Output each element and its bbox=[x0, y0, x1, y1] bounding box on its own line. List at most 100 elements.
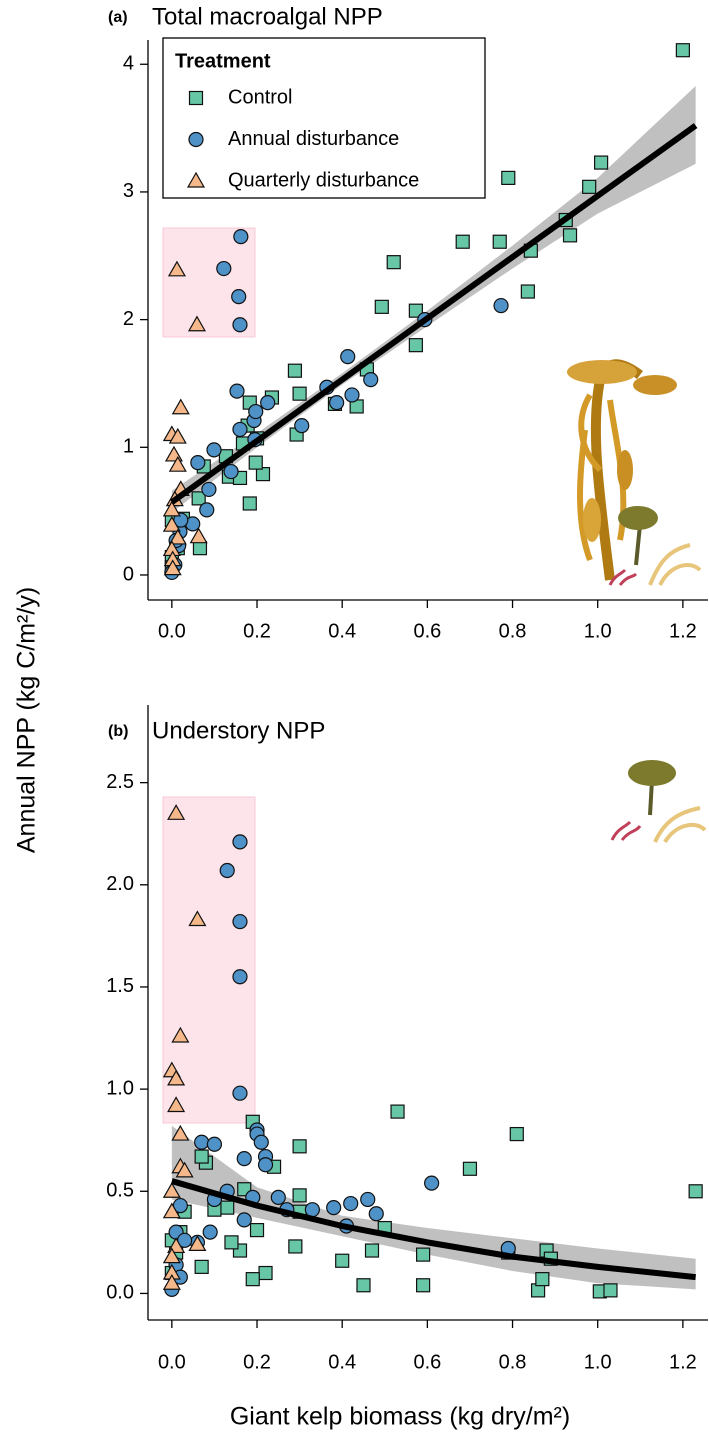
y-tick-label: 1.5 bbox=[106, 975, 134, 997]
point bbox=[493, 297, 509, 314]
point bbox=[190, 455, 206, 471]
point bbox=[201, 481, 217, 498]
legend-marker bbox=[188, 90, 204, 106]
point bbox=[304, 1202, 320, 1218]
point bbox=[416, 1278, 431, 1293]
point bbox=[343, 1195, 359, 1212]
point bbox=[162, 515, 181, 532]
point bbox=[329, 395, 345, 411]
point bbox=[424, 1175, 440, 1191]
point bbox=[164, 445, 184, 462]
point bbox=[520, 284, 535, 299]
legend-marker bbox=[188, 131, 204, 148]
point bbox=[188, 1235, 207, 1252]
fit-line bbox=[171, 1178, 696, 1281]
chart-title: Total macroalgal NPP bbox=[152, 3, 383, 30]
point bbox=[236, 1150, 252, 1167]
point bbox=[223, 463, 239, 480]
point bbox=[535, 1272, 550, 1287]
point bbox=[191, 491, 206, 506]
point bbox=[594, 155, 609, 170]
point bbox=[675, 43, 690, 58]
point bbox=[360, 1191, 376, 1208]
legend-marker bbox=[186, 171, 206, 188]
y-axis-title: Annual NPP (kg C/m²/y) bbox=[13, 587, 41, 853]
point bbox=[168, 427, 187, 444]
point bbox=[220, 1200, 235, 1215]
point bbox=[189, 527, 208, 544]
legend-label: Annual disturbance bbox=[228, 128, 399, 150]
point bbox=[232, 421, 248, 438]
point bbox=[509, 1126, 524, 1142]
point bbox=[162, 1274, 181, 1290]
point bbox=[292, 386, 307, 401]
y-tick-label: 4 bbox=[123, 53, 134, 75]
point bbox=[287, 363, 303, 378]
point bbox=[390, 1104, 405, 1119]
y-tick-label: 0.5 bbox=[106, 1180, 134, 1202]
point bbox=[194, 1259, 209, 1274]
point bbox=[492, 234, 507, 249]
point bbox=[292, 1188, 307, 1203]
point bbox=[603, 1283, 618, 1298]
point bbox=[233, 229, 249, 245]
point bbox=[363, 372, 379, 388]
y-tick-label: 2.5 bbox=[106, 771, 134, 793]
point bbox=[187, 315, 207, 332]
point bbox=[171, 1124, 190, 1141]
point bbox=[232, 1085, 248, 1101]
point bbox=[258, 1265, 273, 1281]
point bbox=[206, 1136, 223, 1152]
point bbox=[462, 1161, 478, 1176]
highlight-box bbox=[162, 796, 256, 1124]
panel-label: (a) bbox=[108, 9, 128, 26]
point bbox=[202, 1224, 218, 1240]
point bbox=[167, 804, 186, 820]
fit-line bbox=[170, 123, 698, 505]
point bbox=[194, 1149, 209, 1164]
point bbox=[248, 455, 263, 470]
point bbox=[344, 387, 360, 403]
point bbox=[356, 1278, 371, 1293]
point bbox=[292, 1139, 307, 1154]
point bbox=[192, 541, 208, 556]
x-tick-label: 0.6 bbox=[413, 620, 441, 642]
point bbox=[294, 417, 310, 434]
point bbox=[224, 1235, 239, 1250]
series bbox=[162, 804, 207, 1290]
point bbox=[231, 289, 247, 305]
chart-title: Understory NPP bbox=[152, 717, 325, 744]
point bbox=[168, 455, 187, 472]
point bbox=[162, 500, 181, 517]
point bbox=[194, 1134, 210, 1150]
y-tick-label: 1 bbox=[123, 436, 134, 458]
point bbox=[374, 299, 389, 314]
x-tick-label: 1.0 bbox=[584, 1351, 612, 1373]
point bbox=[162, 1202, 181, 1219]
point bbox=[408, 338, 423, 353]
point bbox=[232, 969, 248, 985]
point bbox=[167, 1096, 186, 1113]
point bbox=[582, 179, 597, 194]
x-axis-title: Giant kelp biomass (kg dry/m²) bbox=[230, 1403, 570, 1431]
point bbox=[167, 260, 186, 277]
confidence-band bbox=[171, 1125, 696, 1290]
point bbox=[455, 234, 470, 249]
x-tick-label: 0.6 bbox=[413, 1351, 441, 1373]
y-tick-label: 3 bbox=[123, 180, 134, 202]
point bbox=[562, 228, 578, 243]
point bbox=[326, 1200, 342, 1216]
y-tick-label: 0 bbox=[123, 563, 134, 585]
panel-label: (b) bbox=[108, 723, 128, 740]
x-tick-label: 1.0 bbox=[584, 620, 612, 642]
x-tick-label: 0.8 bbox=[499, 620, 527, 642]
point bbox=[245, 1272, 260, 1287]
x-tick-label: 0.2 bbox=[243, 1351, 271, 1373]
point bbox=[236, 1212, 252, 1228]
x-tick-label: 0.0 bbox=[158, 620, 186, 642]
point bbox=[232, 317, 248, 333]
understory-illustration bbox=[610, 760, 707, 844]
kelp-illustration bbox=[567, 359, 702, 586]
x-tick-label: 1.2 bbox=[669, 620, 697, 642]
